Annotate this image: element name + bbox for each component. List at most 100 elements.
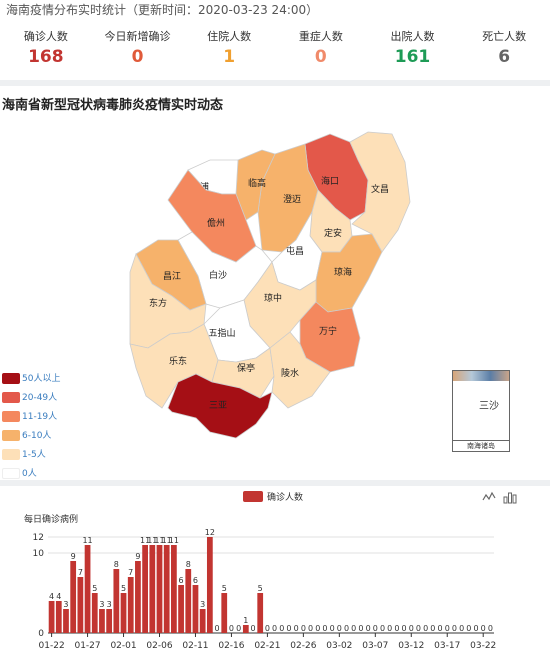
bar[interactable] [55, 601, 62, 633]
bar[interactable] [185, 569, 192, 633]
bar[interactable] [257, 593, 264, 633]
bar-value-label: 6 [179, 576, 184, 585]
bar[interactable] [135, 561, 141, 633]
bar-value-label: 0 [330, 624, 335, 633]
bar[interactable] [106, 609, 113, 633]
bar-value-label: 11 [140, 536, 150, 545]
bar[interactable] [156, 545, 163, 633]
legend-swatch [2, 392, 20, 403]
map-region-label: 乐东 [169, 355, 187, 367]
bar[interactable] [120, 593, 127, 633]
x-tick-label: 03-22 [470, 641, 496, 651]
bar-value-label: 0 [466, 624, 471, 633]
bar[interactable] [84, 545, 91, 633]
hainan-map[interactable]: 海口文昌澄迈临高洋浦儋州定安屯昌琼海白沙昌江东方琼中万宁五指山乐东保亭陵水三亚 [0, 112, 550, 482]
bar-value-label: 8 [114, 560, 119, 569]
x-tick-label: 01-27 [74, 641, 100, 651]
bar-value-label: 0 [344, 624, 349, 633]
bar-value-label: 3 [99, 600, 104, 609]
inset-label: 三沙 [479, 401, 499, 412]
bar[interactable] [127, 577, 134, 633]
bar-value-label: 0 [308, 624, 313, 633]
stat-label: 重症人数 [298, 30, 343, 43]
bar-value-label: 11 [169, 536, 179, 545]
bar-value-label: 0 [445, 624, 450, 633]
bar-value-label: 11 [82, 536, 92, 545]
sansha-inset[interactable]: 三沙 南海诸岛 [452, 370, 510, 452]
legend-label: 11-19人 [22, 412, 58, 422]
y-tick-label: 0 [38, 629, 44, 639]
map-region-label: 保亭 [237, 362, 255, 374]
legend-label: 20-49人 [22, 393, 58, 403]
bar-value-label: 0 [315, 624, 320, 633]
bar[interactable] [163, 545, 170, 633]
bar[interactable] [178, 585, 184, 633]
map-region-label: 三亚 [209, 400, 227, 411]
legend-swatch [2, 449, 20, 460]
map-region-label: 琼中 [264, 292, 282, 304]
bar[interactable] [192, 585, 199, 633]
stat-confirmed: 确诊人数 168 [0, 28, 92, 78]
bar-value-label: 0 [373, 624, 378, 633]
bar-value-label: 5 [92, 584, 97, 593]
bar-value-label: 0 [473, 624, 478, 633]
bar[interactable] [242, 625, 249, 633]
bar-value-label: 0 [272, 624, 277, 633]
chart-legend-swatch [243, 491, 263, 502]
bar[interactable] [48, 601, 55, 633]
bar[interactable] [99, 609, 105, 633]
bar[interactable] [77, 577, 84, 633]
legend-swatch [2, 373, 20, 384]
legend-label: 0人 [22, 469, 37, 479]
x-tick-label: 03-02 [326, 641, 352, 651]
map-region-label: 文昌 [371, 183, 389, 195]
bar[interactable] [63, 609, 69, 633]
bar-value-label: 3 [107, 600, 112, 609]
x-tick-label: 03-12 [398, 641, 424, 651]
map-region-label: 琼海 [334, 266, 352, 278]
stat-value: 6 [498, 47, 511, 67]
bar-value-label: 0 [402, 624, 407, 633]
inset-footer: 南海诸岛 [453, 440, 509, 451]
stat-discharged: 出院人数 161 [367, 28, 459, 78]
bar-value-label: 7 [128, 568, 133, 577]
bar[interactable] [199, 609, 206, 633]
bar-value-label: 7 [78, 568, 83, 577]
bar[interactable] [171, 545, 177, 633]
inset-color-band [453, 371, 509, 381]
map-region-label: 屯昌 [286, 245, 304, 257]
bar[interactable] [149, 545, 156, 633]
bar-value-label: 0 [301, 624, 306, 633]
legend-swatch [2, 411, 20, 422]
bar[interactable] [70, 561, 77, 633]
section-divider [0, 480, 550, 486]
stat-deaths: 死亡人数 6 [458, 28, 550, 78]
bar[interactable] [206, 537, 213, 633]
bar[interactable] [113, 569, 120, 633]
bar-chart-icon[interactable] [503, 490, 517, 504]
bar-value-label: 0 [438, 624, 443, 633]
bar[interactable] [142, 545, 148, 633]
bar-value-label: 0 [358, 624, 363, 633]
bar-value-label: 0 [229, 624, 234, 633]
stat-label: 确诊人数 [23, 30, 68, 43]
bar-value-label: 1 [243, 616, 248, 625]
x-tick-label: 02-26 [290, 641, 316, 651]
bar-value-label: 11 [154, 536, 164, 545]
bar-value-label: 0 [409, 624, 414, 633]
map-region[interactable] [269, 331, 331, 409]
line-chart-icon[interactable] [482, 490, 496, 504]
bar-value-label: 9 [71, 552, 76, 561]
bar[interactable] [91, 593, 98, 633]
map-region[interactable] [167, 373, 273, 439]
bar-value-label: 0 [337, 624, 342, 633]
bar-value-label: 0 [459, 624, 464, 633]
bar-value-label: 8 [186, 560, 191, 569]
bar[interactable] [221, 593, 228, 633]
bar-value-label: 4 [49, 592, 54, 601]
stat-value: 1 [223, 47, 236, 67]
map-title: 海南省新型冠状病毒肺炎疫情实时动态 [2, 98, 224, 113]
map-region-label: 昌江 [163, 271, 181, 282]
legend-label: 1-5人 [22, 450, 46, 460]
bar-value-label: 0 [279, 624, 284, 633]
